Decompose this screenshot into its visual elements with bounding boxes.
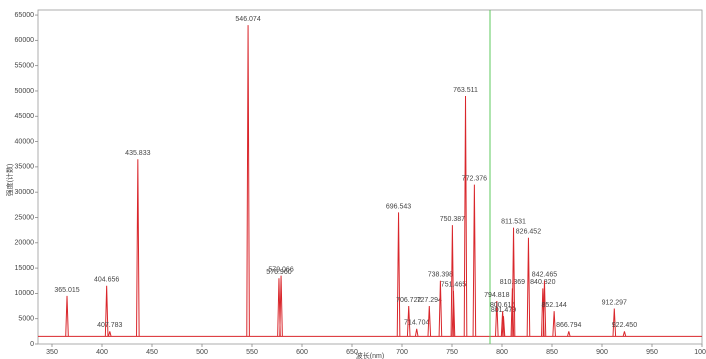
peak-label: 727.294	[417, 297, 442, 304]
peak	[552, 311, 556, 337]
peak	[542, 280, 547, 337]
peak-label: 365.015	[54, 287, 79, 294]
x-tick-label: 1000	[694, 349, 706, 356]
y-tick-label: 40000	[15, 138, 35, 145]
peak	[438, 280, 443, 337]
x-tick-label: 850	[546, 349, 558, 356]
peak	[612, 308, 617, 337]
peak-label: 714.704	[404, 320, 429, 327]
peak	[279, 275, 283, 337]
peak	[451, 290, 456, 337]
peak-label: 546.074	[235, 16, 260, 23]
peak-label: 852.144	[541, 302, 566, 309]
plot-frame	[37, 9, 703, 345]
x-tick-label: 350	[46, 349, 58, 356]
peak-label: 738.398	[428, 272, 453, 279]
y-tick-label: 20000	[15, 240, 35, 247]
peak-label: 763.511	[453, 87, 478, 94]
peak	[472, 184, 477, 337]
peak	[65, 295, 69, 337]
peak-label: 435.833	[125, 150, 150, 157]
y-tick-label: 65000	[15, 12, 35, 19]
y-tick-label: 30000	[15, 189, 35, 196]
x-tick-label: 700	[396, 349, 408, 356]
peak-label: 772.376	[462, 175, 487, 182]
x-tick-label: 400	[96, 349, 108, 356]
peak	[107, 331, 112, 337]
peak-label: 811.531	[501, 218, 526, 225]
peak-label: 407.783	[97, 322, 122, 329]
peak	[622, 331, 627, 337]
peak	[495, 300, 499, 337]
x-tick-label: 750	[446, 349, 458, 356]
peak	[396, 212, 401, 337]
peak-label: 801.479	[491, 307, 516, 314]
peak-label: 706.722	[396, 297, 421, 304]
x-tick-label: 450	[146, 349, 158, 356]
peak-label: 696.543	[386, 203, 411, 210]
peak	[526, 237, 531, 337]
peak	[104, 285, 109, 337]
x-tick-label: 550	[246, 349, 258, 356]
x-tick-label: 800	[496, 349, 508, 356]
peak-label: 826.452	[516, 229, 541, 236]
peak-label: 794.818	[484, 292, 509, 299]
peak-label: 576.960	[266, 269, 291, 276]
y-tick-label: 50000	[15, 88, 35, 95]
peak	[501, 316, 506, 337]
peak-label: 840.820	[530, 279, 555, 286]
x-tick-label: 500	[196, 349, 208, 356]
peak	[414, 328, 419, 337]
peak	[463, 96, 468, 337]
y-tick-label: 60000	[15, 37, 35, 44]
peak-label: 404.656	[94, 277, 119, 284]
peak-label: 750.387	[440, 216, 465, 223]
peak	[500, 311, 505, 337]
peak-label: 922.450	[612, 322, 637, 329]
x-tick-label: 600	[296, 349, 308, 356]
peak	[511, 227, 516, 337]
y-axis-label: 强度(计数)	[5, 164, 14, 197]
y-tick-label: 10000	[15, 290, 35, 297]
y-tick-label: 15000	[15, 265, 35, 272]
peak-label: 800.616	[490, 302, 515, 309]
peak	[406, 306, 411, 337]
x-tick-label: 900	[596, 349, 608, 356]
peak-label: 842.465	[532, 272, 557, 279]
x-tick-label: 650	[346, 349, 358, 356]
y-tick-label: 0	[30, 341, 34, 348]
y-tick-label: 25000	[15, 214, 35, 221]
y-tick-label: 55000	[15, 63, 35, 70]
y-tick-label: 45000	[15, 113, 35, 120]
peak-label: 866.794	[556, 322, 581, 329]
peak-label: 751.465	[441, 282, 466, 289]
y-tick-label: 35000	[15, 164, 35, 171]
x-tick-label: 950	[646, 349, 658, 356]
peak	[567, 331, 571, 337]
x-axis-label: 波长(nm)	[356, 351, 384, 359]
peak-label: 912.297	[602, 299, 627, 306]
peak	[136, 159, 140, 337]
peak	[427, 306, 432, 337]
peak	[246, 25, 250, 337]
peak-label: 579.066	[268, 267, 293, 274]
y-tick-label: 5000	[18, 316, 34, 323]
